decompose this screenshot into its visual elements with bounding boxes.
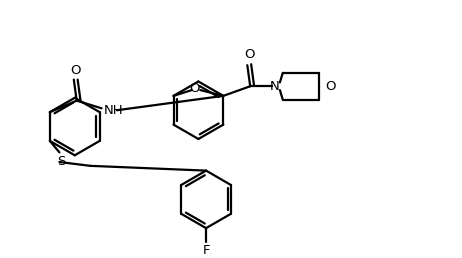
Text: S: S bbox=[57, 155, 66, 168]
Text: F: F bbox=[202, 244, 210, 257]
Text: O: O bbox=[244, 48, 255, 61]
Text: NH: NH bbox=[103, 104, 123, 117]
Text: O: O bbox=[71, 64, 81, 77]
Text: N: N bbox=[270, 80, 280, 93]
Text: O: O bbox=[325, 80, 335, 93]
Text: O: O bbox=[189, 82, 200, 95]
